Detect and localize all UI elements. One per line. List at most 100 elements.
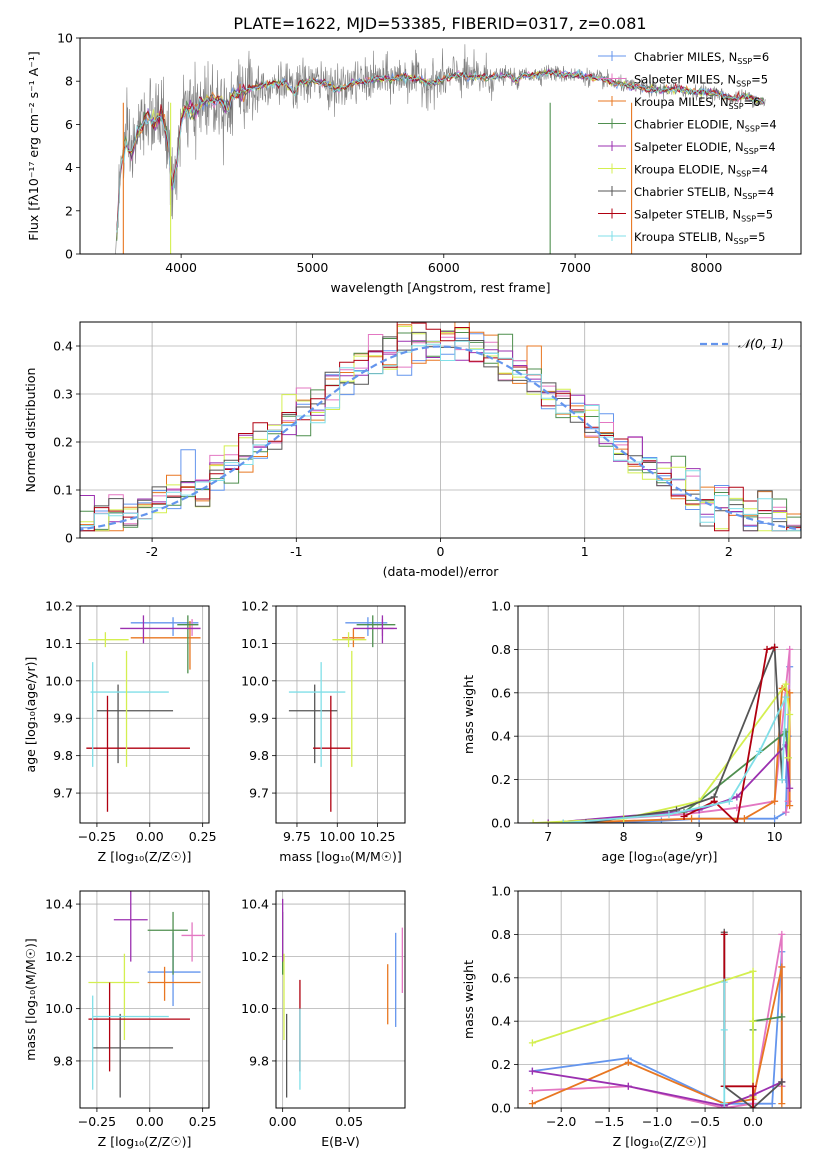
mass-age-plot-area xyxy=(288,615,397,812)
z-weight-y-tick-label: 0.4 xyxy=(491,1014,511,1029)
z-age-y-tick-label: 10.2 xyxy=(45,599,73,614)
age-weight-marker-1-6 xyxy=(782,808,790,816)
mass-age-x-tick-label: 10.00 xyxy=(319,829,355,844)
ebv-mass-ticks: 0.00 0.05 9.8 10.0 10.2 10.4 xyxy=(241,897,363,1129)
residuals-y-tick-label: 0.1 xyxy=(53,483,73,498)
residuals-ticks: -2 -1 0 1 2 0 0.1 0.2 0.3 0.4 xyxy=(53,339,733,560)
z-age-ticks: −0.25 0.00 0.25 9.7 9.8 9.9 10.0 10.1 10.2 xyxy=(45,599,216,845)
residuals-y-tick-label: 0.3 xyxy=(53,387,73,402)
age-weight-plot-area xyxy=(529,643,794,823)
spectrum-frame xyxy=(79,37,802,255)
age-weight-y-axis-label: mass weight xyxy=(461,675,476,754)
spectrum-x-tick-label: 4000 xyxy=(165,260,197,275)
residuals-y-tick-label: 0.4 xyxy=(53,339,73,354)
z-age-y-tick-label: 10.1 xyxy=(45,636,73,651)
spectrum-x-tick-label: 7000 xyxy=(559,260,591,275)
z-weight-ticks: −2.0 −1.5 −1.0 −0.5 0.0 0.0 0.2 0.4 0.6 0.8 1.0 xyxy=(491,884,763,1130)
z-mass-frame xyxy=(79,890,210,1109)
age-weight-x-tick-label: 8 xyxy=(620,829,628,844)
z-weight-marker-5-2 xyxy=(749,1017,757,1025)
z-age-x-tick-label: 0.00 xyxy=(136,829,164,844)
z-age-y-tick-label: 10.0 xyxy=(45,673,73,688)
age-weight-marker-8-5 xyxy=(778,776,786,784)
spectrum-y-tick-label: 10 xyxy=(57,31,73,46)
z-age-y-tick-label: 9.8 xyxy=(53,748,73,763)
z-weight-marker-2-1 xyxy=(624,1058,632,1066)
figure-title: PLATE=1622, MJD=53385, FIBERID=0317, z=0… xyxy=(233,14,646,33)
residuals-x-axis-label: (data-model)/error xyxy=(383,564,500,579)
z-mass-y-tick-label: 9.8 xyxy=(53,1053,73,1068)
spectrum-plot-area xyxy=(115,44,766,254)
spectrum-y-tick-label: 8 xyxy=(65,74,73,89)
age-weight-marker-4-4 xyxy=(786,784,794,792)
z-age-y-axis-label: age [log₁₀(age/yr)] xyxy=(23,657,38,773)
ebv-mass-x-tick-label: 0.05 xyxy=(335,1114,363,1129)
z-weight-marker-7-0 xyxy=(720,930,728,938)
z-mass-y-tick-label: 10.2 xyxy=(45,949,73,964)
z-weight-x-tick-label: −1.5 xyxy=(594,1114,624,1129)
z-weight-marker-3-2 xyxy=(778,1013,786,1021)
age-weight-marker-0-1 xyxy=(657,817,665,823)
age-weight-x-axis-label: age [log₁₀(age/yr)] xyxy=(602,849,718,864)
spectrum-x-axis-label: wavelength [Angstrom, rest frame] xyxy=(330,280,550,295)
z-weight-marker-8-1 xyxy=(720,1026,728,1034)
residuals-plot-area xyxy=(80,322,801,532)
z-mass-x-tick-label: −0.25 xyxy=(78,1114,116,1129)
legend-entry-7: Salpeter STELIB, NSSP=5 xyxy=(634,208,773,224)
legend-entry-3: Chabrier ELODIE, NSSP=4 xyxy=(634,118,777,134)
z-weight-marker-8-0 xyxy=(720,978,728,986)
spectrum-x-tick-label: 6000 xyxy=(428,260,460,275)
z-weight-marker-1-4 xyxy=(778,930,786,938)
z-age-x-tick-label: 0.25 xyxy=(189,829,217,844)
age-weight-marker-8-1 xyxy=(665,810,673,818)
gaussian-legend-label: 𝒩(0, 1) xyxy=(738,336,784,351)
age-weight-marker-7-3 xyxy=(763,645,771,653)
z-weight-marker-2-0 xyxy=(528,1100,536,1108)
age-weight-y-tick-label: 0.0 xyxy=(491,816,511,831)
ebv-mass-y-tick-label: 10.4 xyxy=(241,897,269,912)
z-mass-plot-area xyxy=(88,891,205,1098)
z-weight-x-tick-label: −2.0 xyxy=(546,1114,576,1129)
age-weight-line-8 xyxy=(563,696,787,823)
z-weight-y-tick-label: 0.0 xyxy=(491,1101,511,1116)
mass-age-y-tick-label: 10.1 xyxy=(241,636,269,651)
z-weight-marker-8-2 xyxy=(720,1100,728,1108)
age-weight-marker-5-4 xyxy=(786,711,794,718)
spectrum-x-tick-label: 5000 xyxy=(297,260,329,275)
age-weight-x-tick-label: 7 xyxy=(544,829,552,844)
residuals-y-tick-label: 0 xyxy=(65,531,73,546)
age-weight-y-tick-label: 1.0 xyxy=(491,599,511,614)
z-weight-line-5 xyxy=(532,970,754,1098)
ebv-mass-y-tick-label: 9.8 xyxy=(249,1053,269,1068)
z-weight-chart: −2.0 −1.5 −1.0 −0.5 0.0 0.0 0.2 0.4 0.6 0.8 1.0 Z [… xyxy=(461,884,802,1149)
mass-age-x-axis-label: mass [log₁₀(M/M☉)] xyxy=(279,849,401,864)
legend-entry-0: Chabrier MILES, NSSP=6 xyxy=(634,50,769,66)
mass-age-ticks: 9.75 10.00 10.25 9.7 9.8 9.9 10.0 10.1 10.2 xyxy=(241,599,395,845)
age-weight-marker-2-3 xyxy=(771,797,779,805)
z-mass-y-axis-label: mass [log₁₀(M/M☉)] xyxy=(23,938,38,1060)
age-weight-marker-4-0 xyxy=(544,819,552,823)
age-weight-marker-2-1 xyxy=(688,815,696,823)
residuals-y-tick-label: 0.2 xyxy=(53,435,73,450)
z-mass-y-tick-label: 10.4 xyxy=(45,897,73,912)
spectrum-y-tick-label: 0 xyxy=(65,247,73,262)
z-weight-x-tick-label: −0.5 xyxy=(690,1114,720,1129)
residuals-x-tick-label: 1 xyxy=(581,544,589,559)
mass-age-grid xyxy=(276,605,405,823)
z-weight-x-tick-label: −1.0 xyxy=(642,1114,672,1129)
z-weight-y-tick-label: 1.0 xyxy=(491,884,511,899)
mass-age-x-tick-label: 9.75 xyxy=(283,829,311,844)
residuals-frame xyxy=(79,321,802,539)
z-mass-y-tick-label: 10.0 xyxy=(45,1001,73,1016)
age-weight-marker-5-3 xyxy=(782,680,790,688)
age-weight-marker-0-3 xyxy=(771,815,779,823)
z-weight-y-tick-label: 0.2 xyxy=(491,1057,511,1072)
z-age-x-axis-label: Z [log₁₀(Z/Z☉)] xyxy=(98,849,192,864)
spectrum-y-axis-label: Flux [fλ10⁻¹⁷ erg cm⁻² s⁻¹ A⁻¹] xyxy=(26,51,41,240)
z-weight-marker-6-3 xyxy=(778,1078,786,1086)
mass-age-y-tick-label: 9.7 xyxy=(249,786,269,801)
age-weight-marker-7-0 xyxy=(680,812,688,820)
ebv-mass-x-axis-label: E(B-V) xyxy=(321,1134,360,1149)
